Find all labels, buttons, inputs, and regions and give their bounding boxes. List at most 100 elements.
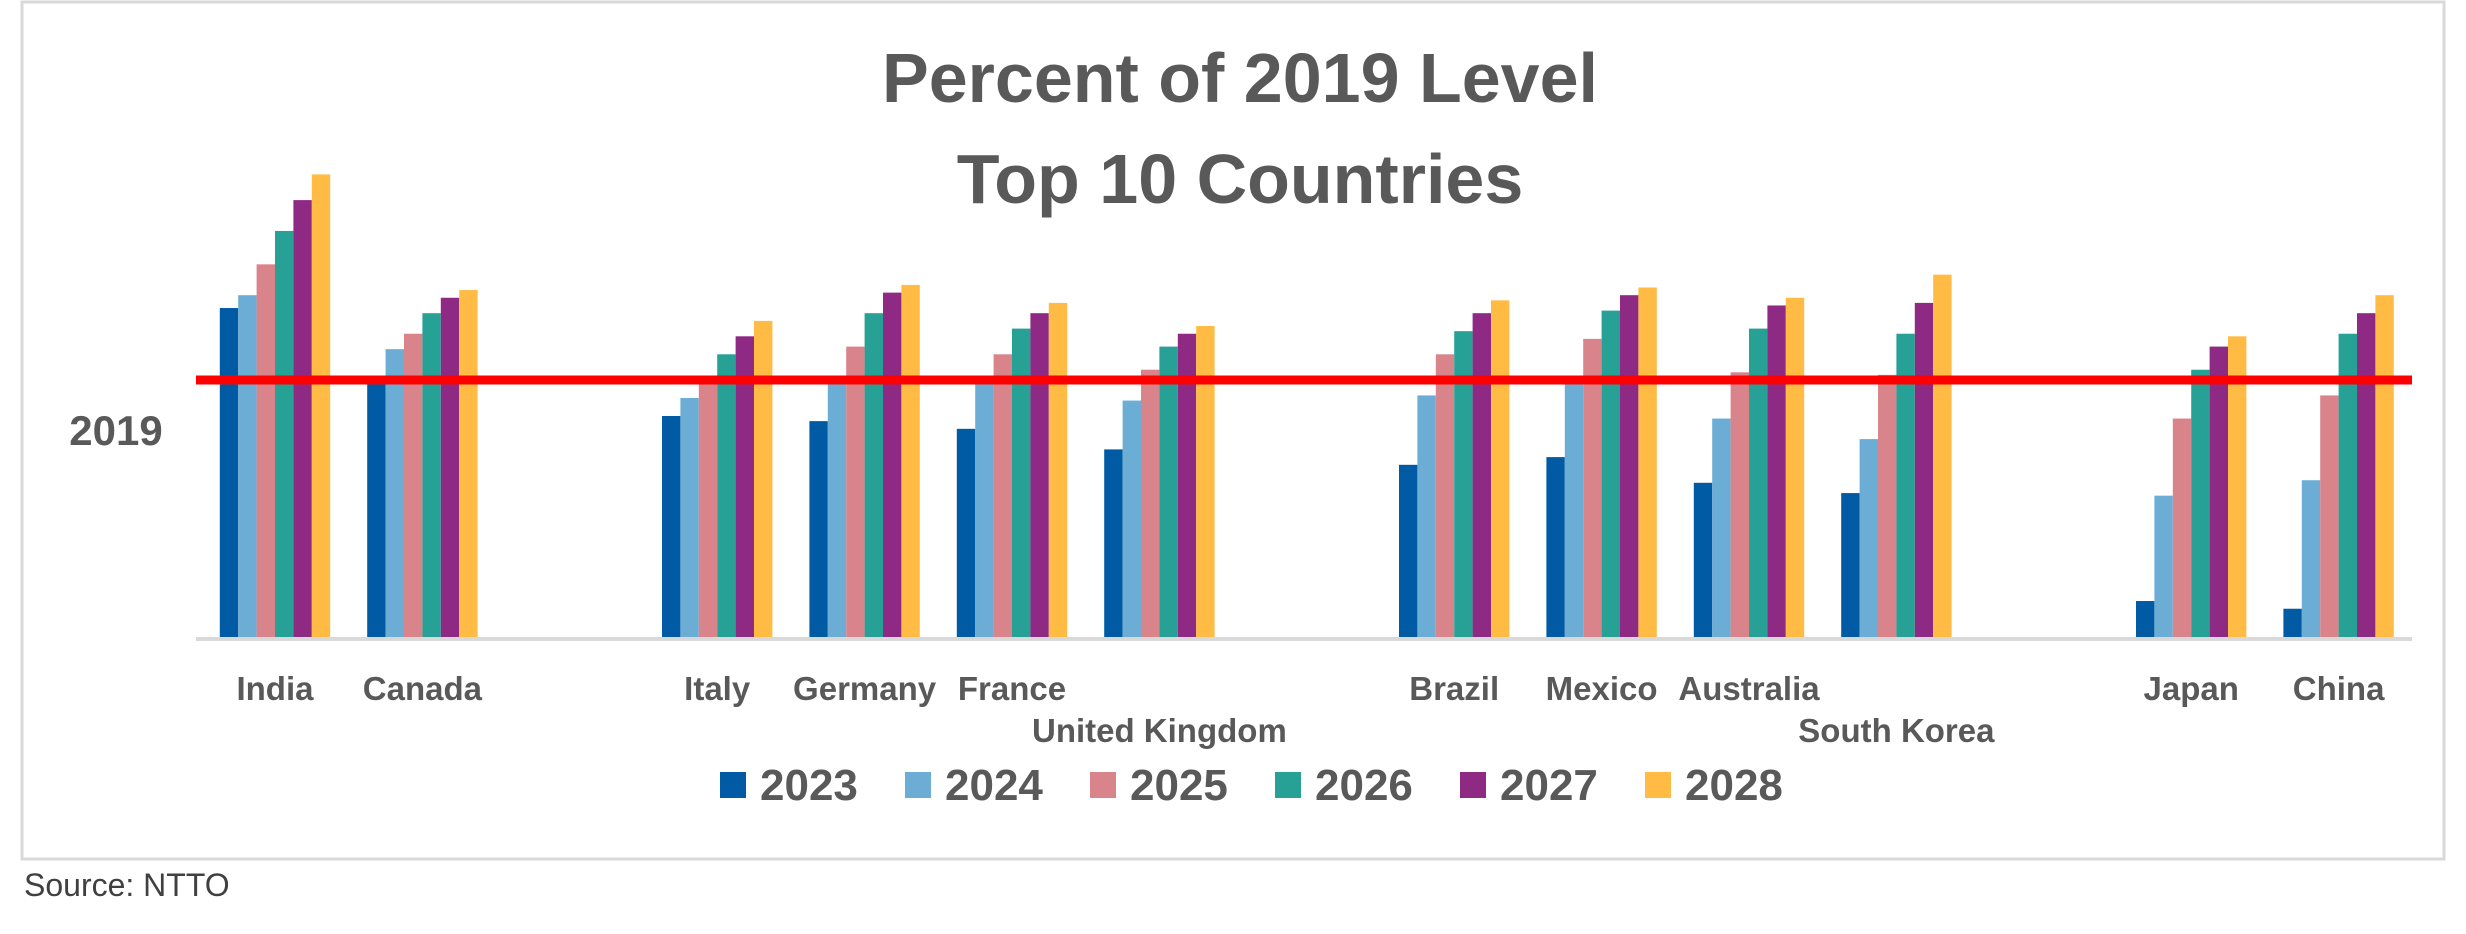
bar-india-2028: [311, 174, 331, 637]
legend-label: 2024: [945, 761, 1043, 810]
chart-title-line-2: Top 10 Countries: [957, 140, 1524, 218]
legend-item-2026: 2026: [1275, 761, 1413, 810]
y-tick-label-2019: 2019: [69, 407, 162, 454]
bar-china-2024: [2301, 480, 2321, 637]
bar-brazil-2023: [1399, 464, 1418, 637]
bar-brazil-2025: [1435, 354, 1455, 637]
legend-item-2023: 2023: [720, 761, 858, 810]
bar-canada-2024: [385, 349, 404, 637]
category-labels: India Canada Italy Germany France United King…: [236, 670, 2385, 749]
bar-canada-2028: [459, 290, 478, 637]
bar-australia-2027: [1767, 305, 1786, 637]
bar-china-2026: [2338, 333, 2357, 637]
bar-brazil-2026: [1454, 331, 1473, 637]
bar-australia-2024: [1712, 418, 1731, 637]
bar-france-2028: [1048, 302, 1068, 637]
x-tick-label: Germany: [793, 670, 937, 707]
bar-germany-2023: [809, 421, 828, 637]
bar-south-korea-2024: [1859, 439, 1878, 637]
bar-brazil-2027: [1472, 313, 1491, 637]
bar-france-2024: [975, 382, 994, 637]
bar-mexico-2023: [1546, 457, 1565, 637]
bar-united-kingdom-2023: [1104, 449, 1123, 637]
bar-japan-2024: [2154, 495, 2173, 637]
bar-mexico-2024: [1564, 380, 1584, 637]
bar-india-2024: [238, 295, 257, 637]
legend-label: 2027: [1500, 761, 1598, 810]
bar-india-2026: [275, 230, 294, 637]
bar-china-2027: [2357, 313, 2376, 637]
bar-canada-2025: [404, 333, 423, 637]
bar-germany-2028: [901, 284, 920, 637]
bar-mexico-2028: [1638, 287, 1657, 637]
bar-south-korea-2026: [1896, 333, 1915, 637]
bar-south-korea-2025: [1878, 374, 1897, 637]
bar-brazil-2024: [1417, 395, 1436, 637]
legend-item-2024: 2024: [905, 761, 1043, 810]
bar-germany-2026: [864, 313, 883, 637]
legend-swatch: [1090, 772, 1116, 798]
bar-italy-2024: [680, 397, 699, 637]
legend-item-2028: 2028: [1645, 761, 1783, 810]
bar-south-korea-2028: [1933, 274, 1952, 637]
bar-mexico-2027: [1620, 295, 1639, 637]
bar-canada-2026: [422, 313, 441, 637]
x-tick-label: United Kingdom: [1032, 712, 1287, 749]
bar-italy-2027: [735, 336, 754, 637]
bar-australia-2025: [1730, 372, 1749, 637]
bar-germany-2027: [883, 292, 902, 637]
bar-australia-2023: [1693, 482, 1713, 637]
bar-china-2023: [2283, 608, 2302, 637]
bar-united-kingdom-2027: [1177, 333, 1197, 637]
bar-south-korea-2023: [1841, 493, 1860, 637]
bar-united-kingdom-2026: [1159, 346, 1178, 637]
bar-south-korea-2027: [1914, 302, 1934, 637]
legend-label: 2026: [1315, 761, 1413, 810]
x-tick-label: France: [958, 670, 1066, 707]
x-tick-label: Japan: [2144, 670, 2239, 707]
legend-label: 2028: [1685, 761, 1783, 810]
bar-mexico-2026: [1601, 310, 1620, 637]
bar-china-2025: [2320, 395, 2339, 637]
legend: 2023 2024 2025 2026 2027 2028: [720, 761, 1783, 810]
bar-united-kingdom-2028: [1196, 326, 1215, 637]
legend-swatch: [1645, 772, 1671, 798]
x-tick-label: Brazil: [1409, 670, 1499, 707]
x-tick-label: South Korea: [1798, 712, 1995, 749]
bar-france-2025: [993, 354, 1012, 637]
bar-italy-2023: [662, 415, 681, 637]
bar-france-2026: [1012, 328, 1031, 637]
source-note: Source: NTTO: [24, 867, 230, 903]
legend-swatch: [905, 772, 931, 798]
bar-japan-2027: [2209, 346, 2228, 637]
bar-australia-2026: [1749, 328, 1768, 637]
x-tick-label: Mexico: [1546, 670, 1658, 707]
bar-canada-2023: [367, 382, 386, 637]
bar-india-2027: [293, 200, 312, 637]
bar-india-2023: [219, 308, 239, 637]
bar-united-kingdom-2024: [1122, 400, 1141, 637]
x-tick-label: India: [236, 670, 314, 707]
legend-swatch: [1275, 772, 1301, 798]
bar-mexico-2025: [1583, 338, 1602, 637]
bar-germany-2024: [827, 380, 847, 637]
bar-italy-2025: [698, 377, 718, 637]
bar-canada-2027: [440, 297, 460, 637]
bar-india-2025: [256, 264, 275, 637]
x-tick-label: Australia: [1678, 670, 1820, 707]
bar-france-2023: [956, 428, 976, 637]
legend-item-2027: 2027: [1460, 761, 1598, 810]
bar-italy-2028: [754, 320, 773, 637]
bar-france-2027: [1030, 313, 1049, 637]
legend-label: 2025: [1130, 761, 1228, 810]
bar-china-2028: [2375, 295, 2394, 637]
bar-australia-2028: [1785, 297, 1805, 637]
bar-germany-2025: [846, 346, 865, 637]
bar-united-kingdom-2025: [1141, 369, 1160, 637]
chart-title-line-1: Percent of 2019 Level: [882, 39, 1598, 117]
bar-japan-2028: [2228, 336, 2247, 637]
legend-item-2025: 2025: [1090, 761, 1228, 810]
bar-japan-2025: [2172, 418, 2192, 637]
bar-brazil-2028: [1491, 300, 1510, 637]
